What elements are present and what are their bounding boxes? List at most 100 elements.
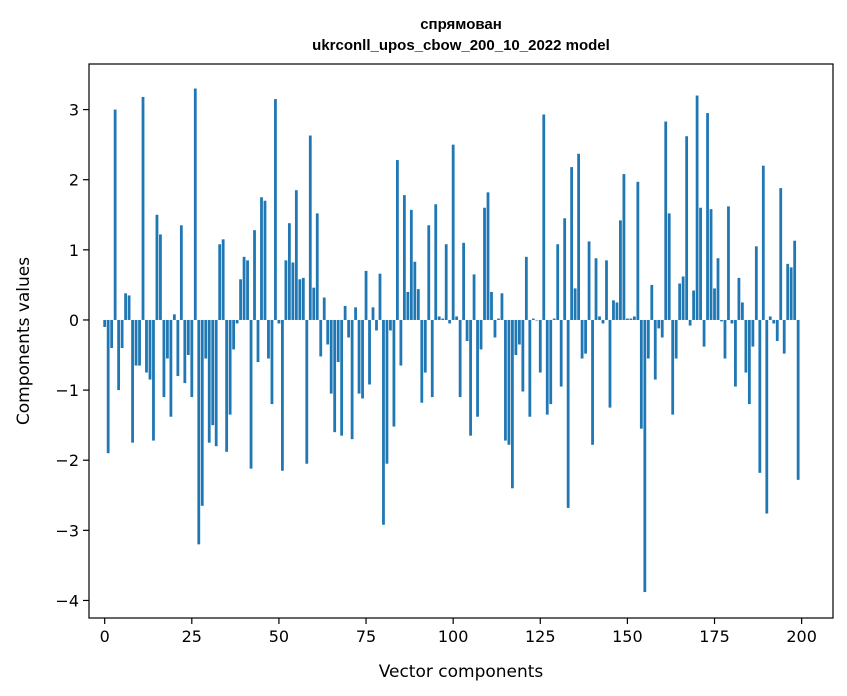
x-tick-label-100: 100 (438, 627, 469, 646)
y-tick-label-0: 0 (69, 311, 79, 330)
bar-47 (267, 319, 270, 359)
bars-group (103, 88, 800, 593)
bar-109 (483, 207, 486, 320)
bar-67 (336, 319, 340, 363)
bar-75 (364, 270, 368, 320)
bar-159 (657, 319, 661, 329)
bar-52 (284, 260, 288, 320)
bar-57 (301, 277, 305, 320)
bar-148 (619, 220, 622, 320)
bar-2 (110, 319, 114, 349)
bar-188 (758, 319, 762, 473)
x-axis: 0 25 50 75 100 125 150 175 200 (100, 618, 817, 646)
x-tick-label-50: 50 (269, 627, 289, 646)
bar-164 (674, 319, 678, 359)
bar-28 (200, 319, 204, 506)
bar-124 (535, 319, 539, 321)
x-tick-label-0: 0 (100, 627, 110, 646)
bar-54 (291, 262, 295, 320)
bar-26 (193, 88, 197, 320)
bar-42 (249, 319, 253, 469)
bar-140 (591, 319, 594, 445)
bar-65 (329, 319, 333, 394)
x-axis-label: Vector components (379, 662, 544, 682)
bar-39 (239, 279, 242, 320)
bar-85 (399, 319, 403, 366)
bar-106 (472, 274, 476, 320)
bar-31 (211, 319, 215, 426)
bar-45 (260, 197, 263, 320)
bar-115 (504, 319, 507, 441)
bar-111 (490, 291, 493, 320)
bar-81 (385, 319, 389, 464)
bar-166 (681, 276, 685, 320)
bar-1 (106, 319, 110, 454)
bar-58 (305, 319, 309, 464)
bar-183 (741, 302, 744, 320)
bar-46 (263, 200, 267, 320)
bar-198 (793, 240, 797, 320)
bar-138 (584, 319, 587, 354)
bar-181 (734, 319, 737, 387)
bar-178 (723, 319, 727, 359)
bar-168 (688, 319, 692, 326)
bar-50 (277, 319, 281, 324)
x-tick-label-175: 175 (699, 627, 730, 646)
bar-49 (274, 99, 277, 320)
bar-90 (416, 289, 420, 320)
bar-169 (692, 290, 695, 320)
plot-frame (88, 63, 834, 619)
bar-128 (549, 319, 553, 405)
bar-157 (650, 284, 654, 320)
bar-108 (479, 319, 483, 350)
bar-142 (598, 316, 601, 320)
bar-64 (326, 319, 330, 345)
bar-69 (343, 305, 347, 320)
bar-94 (430, 319, 434, 398)
bar-156 (646, 319, 650, 359)
bar-77 (371, 307, 375, 320)
bar-72 (354, 307, 357, 320)
bar-190 (765, 319, 769, 514)
bar-158 (653, 319, 657, 380)
bar-118 (514, 319, 518, 356)
bar-79 (378, 273, 382, 320)
bar-117 (511, 319, 514, 489)
bar-120 (521, 319, 525, 392)
bar-105 (469, 319, 472, 436)
bar-127 (545, 319, 549, 415)
bar-24 (186, 319, 190, 356)
bar-126 (542, 114, 546, 320)
bar-160 (660, 319, 664, 338)
bar-8 (131, 319, 134, 443)
bar-131 (559, 319, 563, 387)
bar-173 (706, 113, 709, 320)
bar-15 (155, 214, 159, 320)
bar-37 (232, 319, 236, 350)
bar-66 (333, 319, 337, 433)
bar-161 (664, 121, 668, 320)
bar-70 (347, 319, 351, 338)
bar-116 (507, 319, 511, 445)
bar-34 (221, 239, 225, 320)
bar-194 (779, 188, 783, 320)
bar-150 (626, 318, 629, 320)
bar-123 (531, 318, 535, 320)
chart-subtitle: ukrconll_upos_cbow_200_10_2022 model (312, 37, 610, 54)
bar-165 (678, 283, 682, 320)
bar-167 (685, 136, 689, 320)
y-tick-label--3: −3 (55, 521, 79, 540)
bar-38 (235, 319, 239, 324)
bar-146 (612, 300, 615, 320)
bar-125 (538, 319, 542, 373)
bar-87 (406, 291, 410, 320)
x-tick-label-25: 25 (182, 627, 202, 646)
bar-153 (636, 181, 640, 320)
bar-68 (340, 319, 344, 436)
bar-104 (465, 319, 469, 341)
bar-30 (207, 319, 211, 443)
bar-112 (493, 319, 497, 338)
bar-132 (563, 218, 567, 320)
bar-99 (448, 319, 452, 324)
x-tick-label-75: 75 (356, 627, 376, 646)
